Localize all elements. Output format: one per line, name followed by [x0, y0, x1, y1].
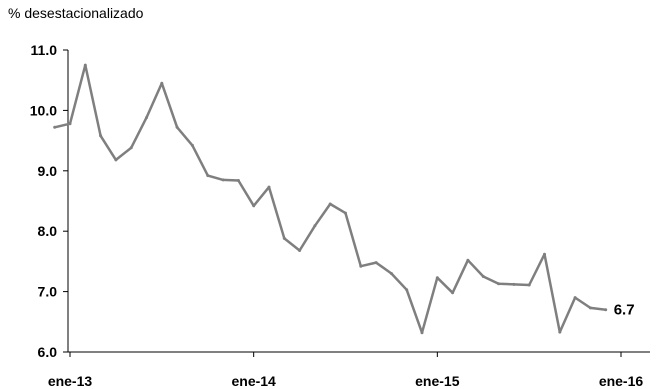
- data-point: [435, 276, 439, 280]
- data-point: [252, 204, 256, 208]
- data-point: [145, 116, 148, 120]
- data-point: [129, 146, 133, 150]
- y-tick-label: 11.0: [31, 42, 58, 58]
- end-value-label: 6.7: [614, 302, 635, 319]
- data-point: [588, 306, 592, 310]
- data-point: [604, 308, 608, 312]
- x-tick-label: ene-16: [599, 373, 644, 389]
- x-axis: ene-13 ene-14 ene-15 ene-16: [48, 351, 650, 389]
- data-point: [359, 264, 363, 268]
- data-point: [328, 202, 332, 206]
- y-axis: 6.0 7.0 8.0 9.0 10.0 11.0: [30, 42, 69, 360]
- data-point: [558, 330, 562, 334]
- data-point: [267, 185, 271, 189]
- data-point: [512, 282, 516, 286]
- data-point: [481, 275, 485, 278]
- data-point: [236, 179, 240, 182]
- data-point: [573, 296, 577, 300]
- data-point: [374, 261, 378, 265]
- data-point: [497, 282, 501, 286]
- data-point: [83, 63, 87, 67]
- data-point: [221, 178, 225, 182]
- data-point: [344, 211, 347, 215]
- x-tick-label: ene-15: [415, 373, 460, 389]
- y-tick-label: 7.0: [38, 284, 58, 300]
- y-tick-label: 8.0: [38, 223, 58, 239]
- unit-label: % desestacionalizado: [8, 5, 144, 21]
- data-point: [527, 283, 531, 287]
- data-point: [405, 288, 409, 292]
- data-point: [389, 272, 393, 275]
- data-point: [99, 134, 103, 138]
- data-point: [190, 143, 194, 147]
- series-group: [53, 63, 608, 335]
- data-point: [451, 291, 455, 295]
- data-point: [420, 331, 424, 335]
- data-point: [68, 122, 72, 126]
- data-point: [160, 81, 164, 85]
- x-tick-label: ene-14: [231, 373, 276, 389]
- data-point: [175, 125, 179, 129]
- data-point: [313, 224, 317, 228]
- series-line: [54, 63, 606, 334]
- y-tick-label: 9.0: [38, 163, 58, 179]
- data-point: [282, 236, 286, 240]
- data-point: [53, 125, 57, 129]
- data-point: [206, 174, 210, 178]
- data-point: [298, 249, 302, 252]
- data-point: [114, 158, 118, 162]
- data-point: [543, 252, 546, 256]
- y-tick-label: 6.0: [38, 344, 58, 360]
- y-tick-label: 10.0: [30, 102, 57, 118]
- x-tick-label: ene-13: [48, 373, 93, 389]
- data-point: [466, 258, 470, 262]
